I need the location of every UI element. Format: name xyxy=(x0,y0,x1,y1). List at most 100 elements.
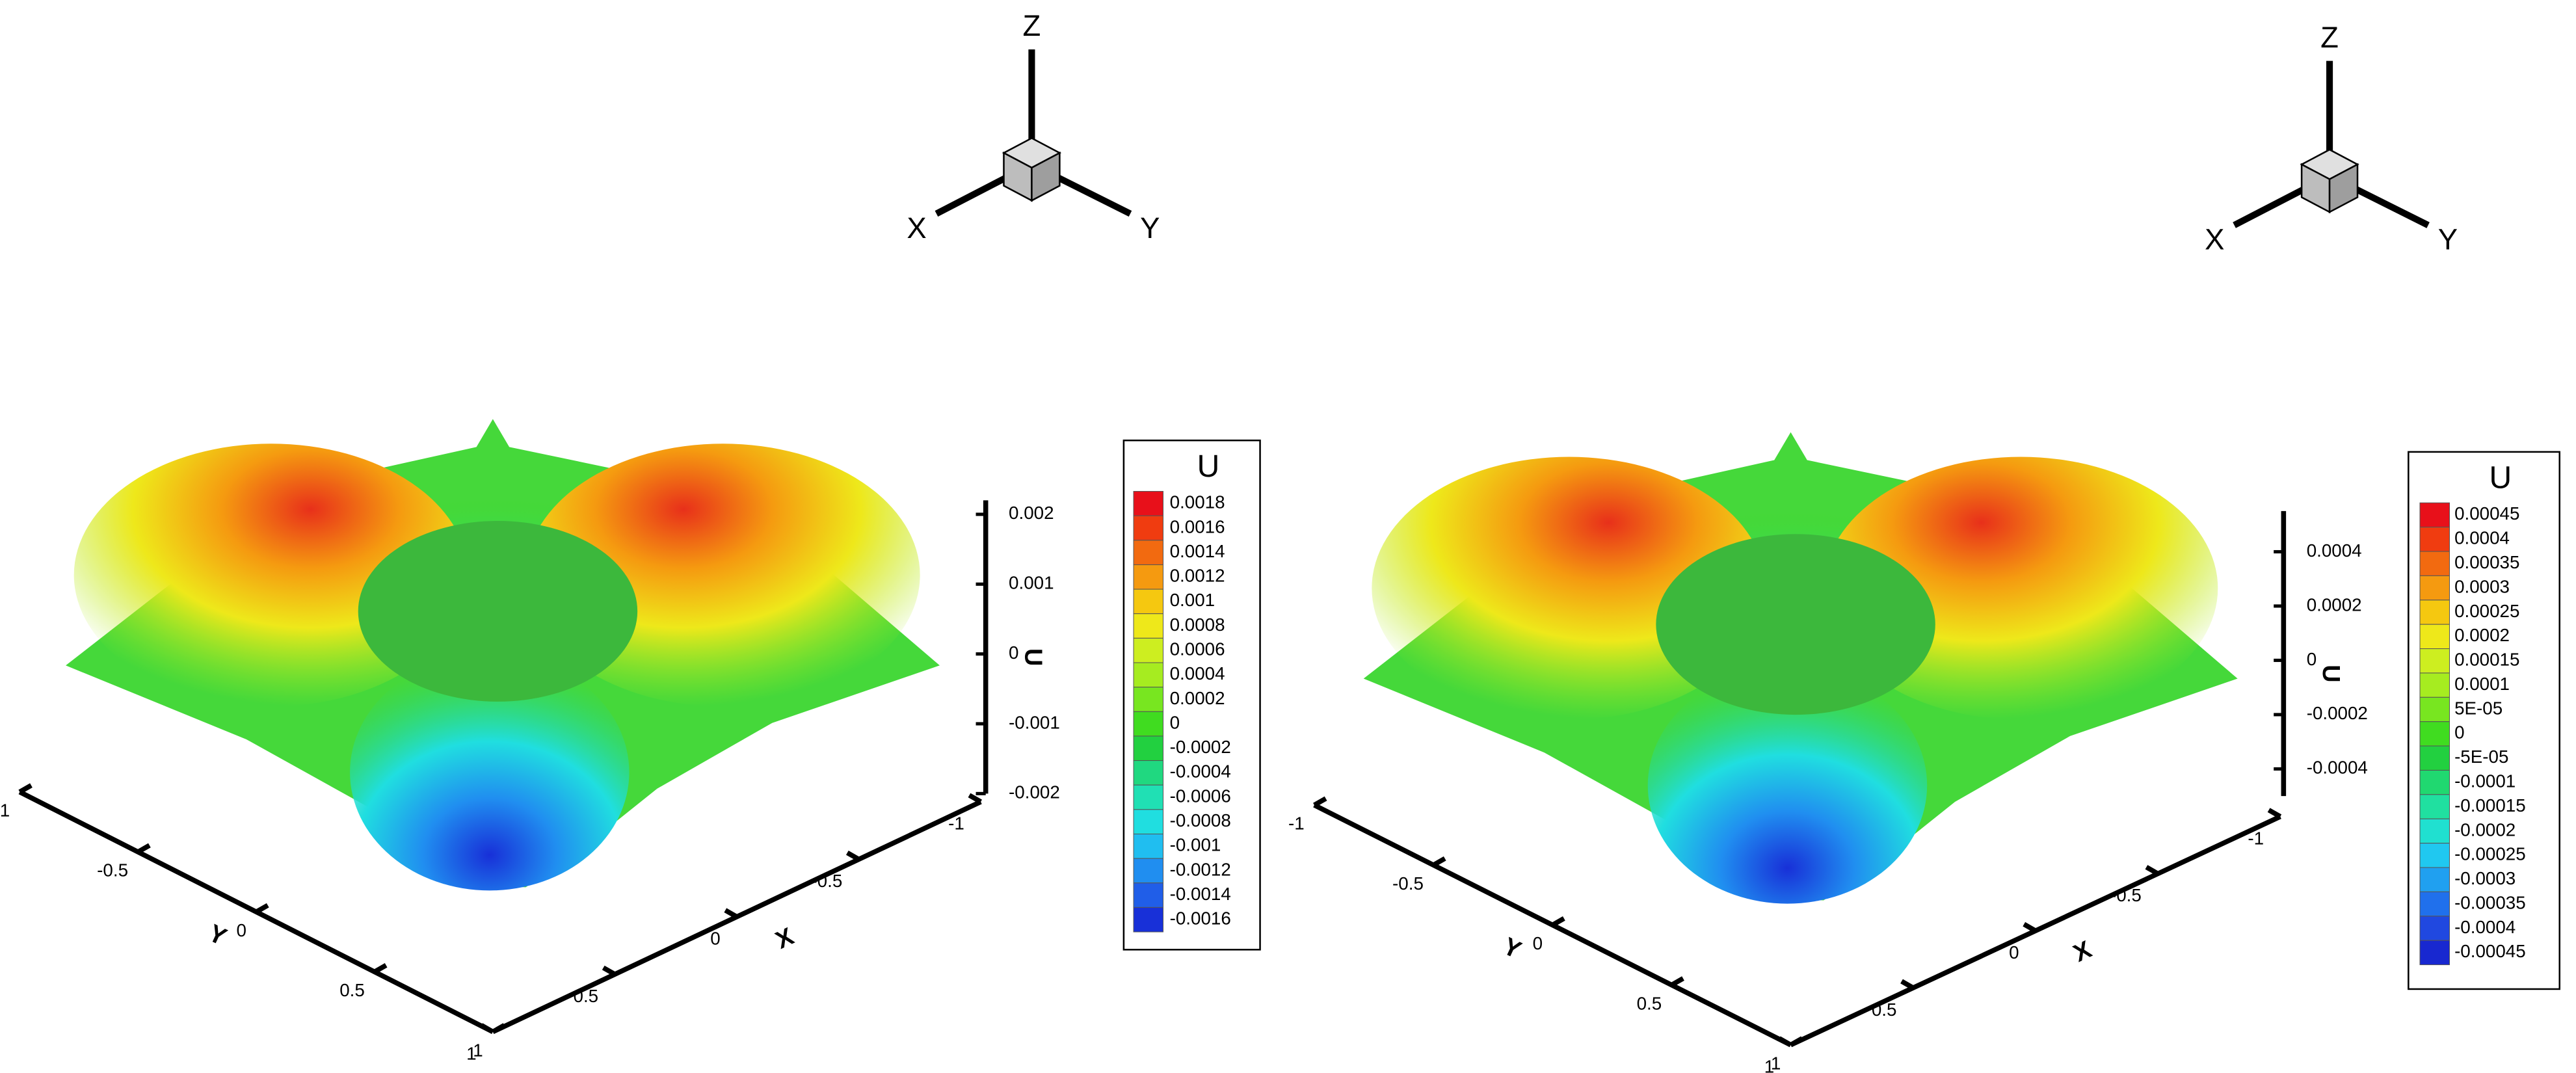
legend-swatch xyxy=(2419,916,2450,941)
z-tick-label: 0.0002 xyxy=(2307,594,2362,615)
legend-swatch xyxy=(1133,882,1164,908)
legend-swatch xyxy=(1133,515,1164,541)
x-tick-label: 0.5 xyxy=(1872,1000,1897,1020)
legend-swatch xyxy=(2419,867,2450,892)
legend-swatch xyxy=(2419,648,2450,674)
surface-pit xyxy=(350,654,630,891)
x-tick-label: 1 xyxy=(1764,1057,1774,1073)
legend-label: -0.0016 xyxy=(1170,908,1231,929)
y-tick-label: 0.5 xyxy=(1637,993,1662,1013)
z-tick-label: 0.001 xyxy=(1009,573,1054,593)
legend-label: -0.0002 xyxy=(2454,819,2516,840)
legend-swatch xyxy=(2419,672,2450,698)
legend-label: 0.0002 xyxy=(2454,625,2510,645)
legend-swatch xyxy=(2419,843,2450,868)
z-tick-label: -0.001 xyxy=(1009,712,1060,732)
y-tick xyxy=(255,903,269,914)
x-tick xyxy=(2267,808,2282,819)
legend-title: U xyxy=(2489,461,2512,496)
legend-swatch xyxy=(1133,784,1164,810)
legend-swatch xyxy=(1133,858,1164,884)
x-tick-label: 0.5 xyxy=(574,986,599,1006)
z-axis-title: U xyxy=(2317,665,2344,682)
triad-label: Z xyxy=(2320,21,2339,54)
legend-label: -0.00035 xyxy=(2454,892,2526,912)
y-tick xyxy=(1551,916,1565,927)
legend-swatch xyxy=(1133,833,1164,859)
surface xyxy=(66,419,940,891)
legend-swatch xyxy=(1133,540,1164,565)
legend-swatch xyxy=(1133,637,1164,663)
triad-label: Z xyxy=(1023,9,1041,42)
y-tick-label: -1 xyxy=(1288,814,1305,834)
y-tick xyxy=(491,1023,506,1034)
legend-label: 0.0006 xyxy=(1170,639,1225,659)
x-tick xyxy=(724,908,738,920)
x-tick xyxy=(2023,921,2037,933)
x-tick-label: 0 xyxy=(2009,942,2019,962)
y-tick xyxy=(18,783,33,795)
z-axis-title: U xyxy=(1019,648,1046,666)
x-tick-label: 1 xyxy=(466,1043,476,1063)
legend-swatch xyxy=(2419,527,2450,552)
legend-swatch xyxy=(1133,589,1164,615)
legend-swatch xyxy=(1133,760,1164,786)
legend-swatch xyxy=(2419,600,2450,625)
legend-swatch xyxy=(2419,940,2450,966)
legend-label: -5E-05 xyxy=(2454,747,2508,767)
triad-label: Y xyxy=(1140,211,1160,245)
x-tick xyxy=(845,850,860,862)
legend-label: -0.0003 xyxy=(2454,868,2516,888)
x-axis-title: X xyxy=(771,923,798,955)
x-tick xyxy=(2145,865,2159,876)
legend-title: U xyxy=(1197,449,1220,484)
x-tick xyxy=(1777,1036,1792,1048)
x-tick-label: -0.5 xyxy=(2110,885,2142,905)
legend-label: -0.0014 xyxy=(1170,884,1231,904)
y-tick-label: 1 xyxy=(473,1040,483,1060)
legend-label: 0.0008 xyxy=(1170,615,1225,635)
legend-label: 5E-05 xyxy=(2454,698,2503,718)
legend-label: 0.0002 xyxy=(1170,688,1225,708)
legend-label: 0.00035 xyxy=(2454,552,2519,572)
legend-label: 0.0001 xyxy=(2454,674,2510,694)
legend-label: 0.00025 xyxy=(2454,601,2519,621)
y-tick-label: -0.5 xyxy=(97,860,128,881)
legend-swatch xyxy=(1133,735,1164,762)
y-tick xyxy=(1432,856,1446,868)
legend-swatch xyxy=(1133,907,1164,933)
legend-swatch xyxy=(2419,624,2450,650)
surface xyxy=(1363,432,2238,904)
legend-label: 0.00045 xyxy=(2454,503,2519,523)
y-tick-label: -0.5 xyxy=(1392,873,1424,894)
y-tick xyxy=(373,963,388,974)
x-tick-label: 0 xyxy=(710,929,720,949)
legend-swatch xyxy=(2419,551,2450,576)
y-axis xyxy=(1313,802,1792,1048)
triad-label: X xyxy=(907,211,926,245)
y-axis-title: Y xyxy=(1499,933,1526,964)
y-tick-label: 0.5 xyxy=(339,980,365,1000)
x-tick xyxy=(1900,979,1915,990)
legend-label: -0.00025 xyxy=(2454,844,2526,864)
legend-label: 0.0004 xyxy=(2454,528,2510,548)
triad xyxy=(935,49,1132,217)
x-tick-label: -1 xyxy=(948,814,964,834)
legend-swatch xyxy=(1133,564,1164,590)
triad-label: Y xyxy=(2438,223,2458,256)
legend-swatch xyxy=(2419,891,2450,917)
triad xyxy=(2235,61,2428,226)
legend-swatch xyxy=(1133,613,1164,639)
legend-label: -0.001 xyxy=(1170,835,1221,855)
legend-label: -0.0001 xyxy=(2454,771,2516,791)
y-tick-label: 1 xyxy=(1771,1053,1781,1073)
legend-swatch xyxy=(1133,711,1164,737)
legend-swatch xyxy=(1133,687,1164,712)
legend-swatch xyxy=(1133,809,1164,834)
legend-label: -0.0004 xyxy=(2454,917,2516,937)
legend-swatch xyxy=(2419,794,2450,819)
y-tick xyxy=(137,843,151,854)
legend-label: 0.0018 xyxy=(1170,492,1225,512)
y-axis-title: Y xyxy=(204,920,231,951)
